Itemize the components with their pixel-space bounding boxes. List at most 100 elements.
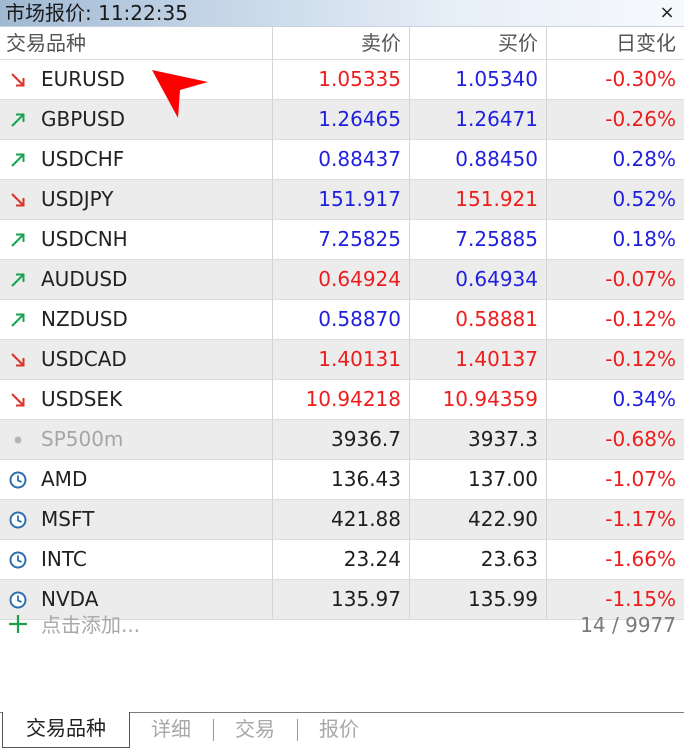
table-row[interactable]: MSFT 421.88 422.90 -1.17% (0, 500, 684, 540)
symbol-name: USDCNH (41, 227, 128, 251)
table-row[interactable]: GBPUSD 1.26465 1.26471 -0.26% (0, 100, 684, 140)
symbol-cell: USDJPY (0, 180, 273, 219)
symbol-cell: INTC (0, 540, 273, 579)
symbol-cell: GBPUSD (0, 100, 273, 139)
daily-change: -1.07% (605, 467, 676, 491)
symbol-count: 14 / 9977 (580, 613, 676, 637)
ask-price: 135.99 (410, 580, 547, 619)
window-titlebar: 市场报价: 11:22:35 × (0, 0, 684, 27)
table-row[interactable]: USDCHF 0.88437 0.88450 0.28% (0, 140, 684, 180)
daily-change: -1.66% (605, 547, 676, 571)
table-row[interactable]: AUDUSD 0.64924 0.64934 -0.07% (0, 260, 684, 300)
table-row[interactable]: NVDA 135.97 135.99 -1.15% (0, 580, 684, 620)
symbol-cell: AUDUSD (0, 260, 273, 299)
daily-change: 0.52% (612, 187, 676, 211)
bottom-tab-bar: 交易品种 详细 交易 报价 (0, 712, 684, 749)
bid-price: 0.58870 (273, 300, 410, 339)
bid-price: 0.64924 (273, 260, 410, 299)
window-title: 市场报价: 11:22:35 (5, 1, 188, 25)
symbol-name: EURUSD (41, 67, 125, 91)
add-symbol-label[interactable]: 点击添加... (41, 613, 141, 637)
symbol-name: USDCAD (41, 347, 127, 371)
daily-change: -0.12% (605, 307, 676, 331)
ask-price: 0.88450 (410, 140, 547, 179)
symbol-cell: EURUSD (0, 60, 273, 99)
bid-price: 136.43 (273, 460, 410, 499)
symbol-name: USDSEK (41, 387, 123, 411)
close-icon[interactable]: × (659, 2, 675, 23)
daily-change: -0.12% (605, 347, 676, 371)
symbol-name: USDJPY (41, 187, 114, 211)
clock-icon (9, 471, 27, 489)
table-row[interactable]: USDSEK 10.94218 10.94359 0.34% (0, 380, 684, 420)
bid-price: 421.88 (273, 500, 410, 539)
ask-price: 1.05340 (410, 60, 547, 99)
ask-price: 1.26471 (410, 100, 547, 139)
clock-icon (9, 551, 27, 569)
mouse-pointer-icon (152, 70, 208, 118)
symbol-cell: SP500m (0, 420, 273, 459)
column-header-change[interactable]: 日变化 (616, 31, 676, 55)
tab-trading[interactable]: 交易 (235, 717, 275, 741)
symbol-cell: MSFT (0, 500, 273, 539)
daily-change: 0.28% (612, 147, 676, 171)
bid-price: 1.26465 (273, 100, 410, 139)
symbol-cell: NVDA (0, 580, 273, 619)
bid-price: 0.88437 (273, 140, 410, 179)
symbol-name: AUDUSD (41, 267, 128, 291)
table-row[interactable]: NZDUSD 0.58870 0.58881 -0.12% (0, 300, 684, 340)
daily-change: -0.07% (605, 267, 676, 291)
bid-price: 23.24 (273, 540, 410, 579)
tab-divider (297, 719, 298, 741)
arrow-down-icon (9, 391, 27, 409)
ask-price: 10.94359 (410, 380, 547, 419)
symbol-name: SP500m (41, 427, 124, 451)
add-symbol-row[interactable]: 点击添加... 14 / 9977 (0, 605, 684, 645)
plus-icon (9, 615, 27, 633)
daily-change: -0.26% (605, 107, 676, 131)
symbol-name: INTC (41, 547, 87, 571)
daily-change: -1.17% (605, 507, 676, 531)
column-header-symbol[interactable]: 交易品种 (0, 27, 273, 59)
table-row[interactable]: USDJPY 151.917 151.921 0.52% (0, 180, 684, 220)
ask-price: 151.921 (410, 180, 547, 219)
ask-price: 137.00 (410, 460, 547, 499)
ask-price: 422.90 (410, 500, 547, 539)
bid-price: 151.917 (273, 180, 410, 219)
table-header: 交易品种 卖价 买价 日变化 (0, 27, 684, 60)
ask-price: 0.64934 (410, 260, 547, 299)
bid-price: 3936.7 (273, 420, 410, 459)
table-row[interactable]: SP500m 3936.7 3937.3 -0.68% (0, 420, 684, 460)
daily-change: -0.68% (605, 427, 676, 451)
ask-price: 23.63 (410, 540, 547, 579)
symbol-name: MSFT (41, 507, 95, 531)
symbol-name: GBPUSD (41, 107, 126, 131)
table-row[interactable]: USDCNH 7.25825 7.25885 0.18% (0, 220, 684, 260)
tab-symbols[interactable]: 交易品种 (2, 712, 130, 748)
tab-ticks[interactable]: 报价 (319, 717, 359, 741)
column-header-ask[interactable]: 买价 (410, 27, 547, 59)
arrow-up-icon (9, 311, 27, 329)
table-row[interactable]: INTC 23.24 23.63 -1.66% (0, 540, 684, 580)
clock-icon (9, 591, 27, 609)
symbol-cell: USDCNH (0, 220, 273, 259)
tab-divider (213, 719, 214, 741)
arrow-up-icon (9, 151, 27, 169)
tab-details[interactable]: 详细 (151, 717, 191, 741)
daily-change: -0.30% (605, 67, 676, 91)
ask-price: 1.40137 (410, 340, 547, 379)
arrow-up-icon (9, 111, 27, 129)
arrow-down-icon (9, 191, 27, 209)
bid-price: 1.05335 (273, 60, 410, 99)
table-row[interactable]: USDCAD 1.40131 1.40137 -0.12% (0, 340, 684, 380)
column-header-bid[interactable]: 卖价 (273, 27, 410, 59)
table-row[interactable]: AMD 136.43 137.00 -1.07% (0, 460, 684, 500)
arrow-up-icon (9, 271, 27, 289)
bid-price: 1.40131 (273, 340, 410, 379)
symbol-cell: USDCHF (0, 140, 273, 179)
bid-price: 7.25825 (273, 220, 410, 259)
table-row[interactable]: EURUSD 1.05335 1.05340 -0.30% (0, 60, 684, 100)
dot-icon (9, 431, 27, 449)
bid-price: 10.94218 (273, 380, 410, 419)
symbol-name: AMD (41, 467, 88, 491)
